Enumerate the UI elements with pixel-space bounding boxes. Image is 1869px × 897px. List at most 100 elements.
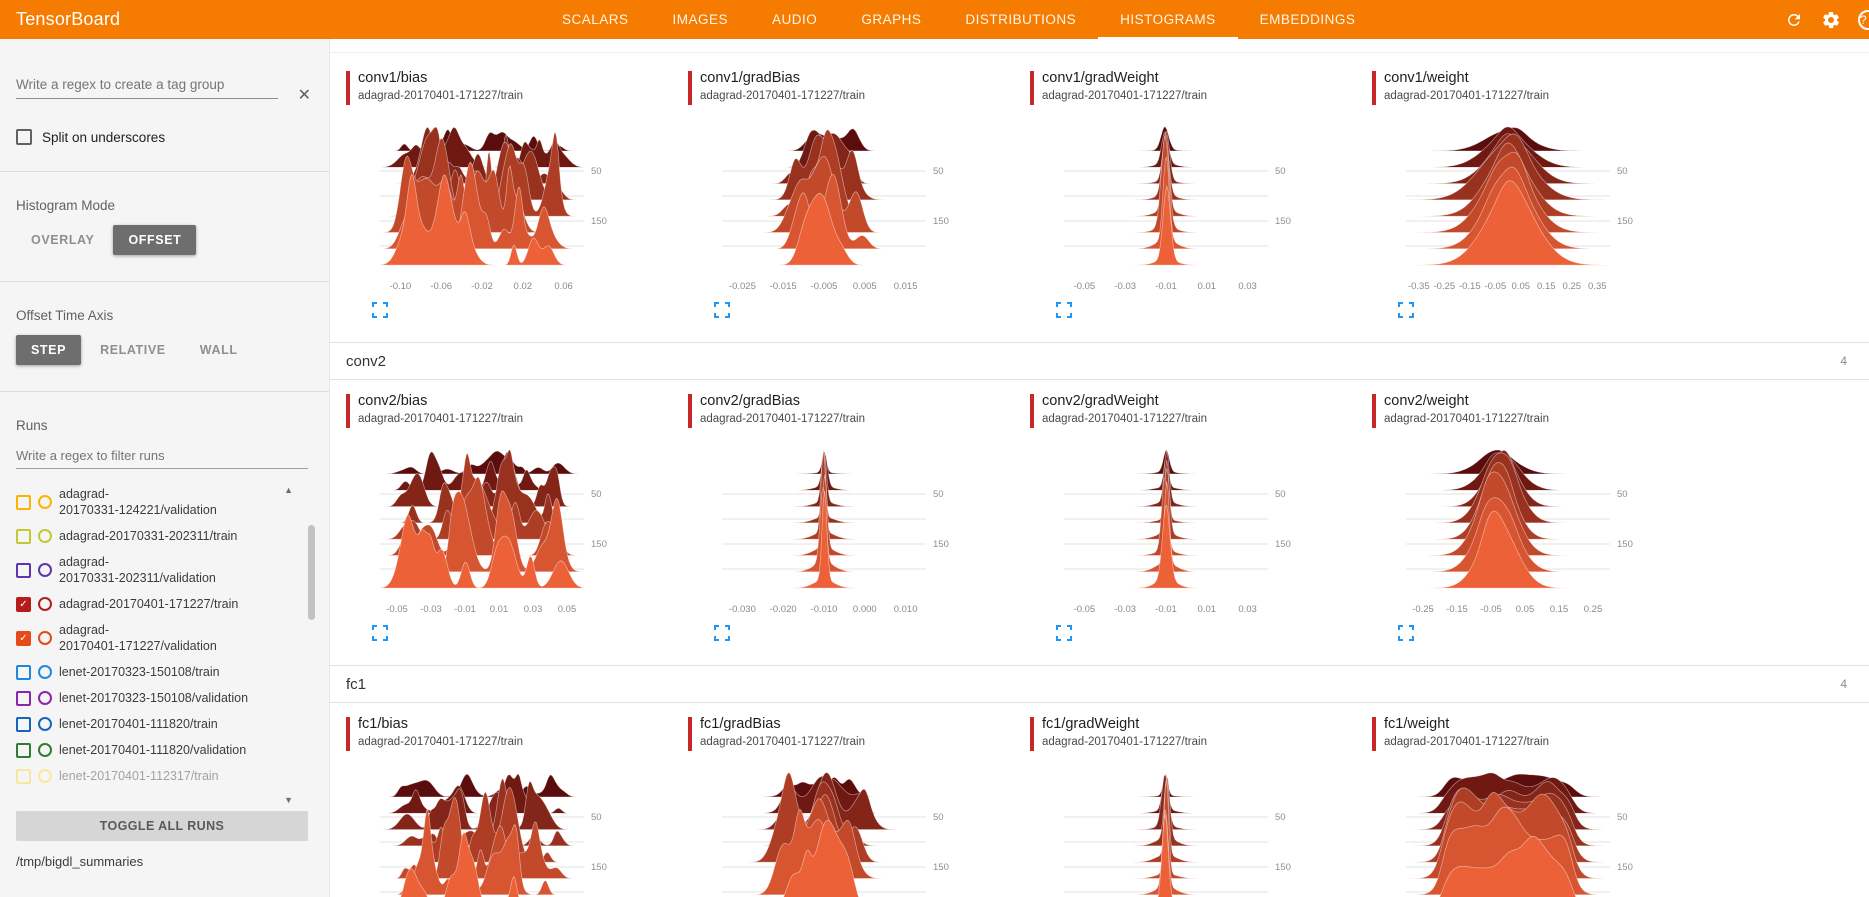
tag-group-header-fc1[interactable]: fc1 4 [330, 665, 1869, 703]
run-color-bar [1030, 394, 1034, 428]
run-item[interactable]: ✓ adagrad-20170401-171227/train [16, 591, 302, 617]
histogram-chart[interactable]: 50 150 -0.05 -0.03 -0.01 0.01 0.03 0.05 [372, 438, 632, 618]
histogram-chart[interactable]: 50 150 -0.05 -0.03 -0.01 0.01 0.03 [1056, 115, 1316, 295]
svg-text:150: 150 [1275, 216, 1291, 227]
app-title: TensorBoard [16, 9, 121, 29]
wall-axis-button[interactable]: WALL [185, 335, 253, 365]
split-underscores-row[interactable]: Split on underscores [16, 129, 313, 145]
run-color-swatch-icon [38, 529, 52, 543]
run-color-swatch-icon [38, 691, 52, 705]
offset-mode-button[interactable]: OFFSET [113, 225, 197, 255]
card-row-fc1: fc1/bias adagrad-20170401-171227/train 50 1… [330, 715, 1869, 897]
svg-text:-0.015: -0.015 [770, 281, 797, 292]
svg-text:0.15: 0.15 [1550, 604, 1569, 615]
run-checkbox[interactable] [16, 664, 31, 680]
help-icon[interactable]: ? [1858, 10, 1869, 30]
run-item[interactable]: adagrad-20170331-202311/train [16, 523, 302, 549]
run-checkbox[interactable] [16, 690, 31, 706]
tag-filter-input[interactable] [16, 73, 278, 99]
expand-icon[interactable] [1056, 625, 1074, 643]
chart-tag-title: conv1/weight [1384, 70, 1469, 86]
chart-tag-title: conv2/gradBias [700, 393, 800, 409]
run-item[interactable]: lenet-20170401-111820/validation [16, 737, 302, 763]
histogram-chart[interactable]: 50 150 [1398, 761, 1658, 897]
histogram-chart[interactable]: 50 150 -0.030 -0.020 -0.010 0.000 0.010 [714, 438, 974, 618]
run-checkbox[interactable]: ✓ [16, 596, 31, 612]
run-checkbox[interactable] [16, 742, 31, 758]
histogram-chart[interactable]: 50 150 -0.35 -0.25 -0.15 -0.05 0.05 0.15 0.25 0.3… [1398, 115, 1658, 295]
run-item[interactable]: adagrad- 20170331-202311/validation [16, 549, 302, 591]
runs-filter-input[interactable] [16, 445, 308, 469]
run-item[interactable]: lenet-20170323-150108/validation [16, 685, 302, 711]
scroll-down-icon[interactable]: ▼ [284, 795, 293, 805]
expand-icon[interactable] [714, 625, 732, 643]
split-underscores-checkbox[interactable] [16, 129, 32, 145]
svg-text:-0.025: -0.025 [729, 281, 756, 292]
run-color-bar [1372, 717, 1376, 751]
histogram-chart[interactable]: 50 150 -0.10 -0.06 -0.02 0.02 0.06 [372, 115, 632, 295]
expand-icon[interactable] [372, 302, 390, 320]
svg-text:-0.05: -0.05 [386, 604, 408, 615]
histogram-card: conv1/weight adagrad-20170401-171227/trai… [1372, 69, 1714, 320]
tab-graphs[interactable]: GRAPHS [861, 12, 922, 27]
chart-run-subtitle: adagrad-20170401-171227/train [1042, 90, 1207, 103]
tab-distributions[interactable]: DISTRIBUTIONS [965, 12, 1077, 27]
histogram-chart[interactable]: 50 150 -0.25 -0.15 -0.05 0.05 0.15 0.25 [1398, 438, 1658, 618]
run-item[interactable]: lenet-20170401-112317/train [16, 763, 302, 789]
run-item[interactable]: adagrad- 20170331-124221/validation [16, 481, 302, 523]
expand-icon[interactable] [1398, 625, 1416, 643]
histogram-chart[interactable]: 50 150 [1056, 761, 1316, 897]
step-axis-button[interactable]: STEP [16, 335, 82, 365]
card-row-conv2: conv2/bias adagrad-20170401-171227/train 5… [330, 392, 1869, 643]
chart-run-subtitle: adagrad-20170401-171227/train [358, 413, 523, 426]
histogram-mode-label: Histogram Mode [16, 198, 116, 213]
run-item[interactable]: lenet-20170323-150108/train [16, 659, 302, 685]
overlay-mode-button[interactable]: OVERLAY [16, 225, 109, 255]
run-checkbox[interactable] [16, 562, 31, 578]
run-item[interactable]: lenet-20170401-111820/train [16, 711, 302, 737]
run-color-bar [1030, 717, 1034, 751]
tab-embeddings[interactable]: EMBEDDINGS [1259, 12, 1356, 27]
svg-text:-0.05: -0.05 [1484, 281, 1506, 292]
svg-text:-0.05: -0.05 [1074, 604, 1096, 615]
run-item[interactable]: ✓ adagrad- 20170401-171227/validation [16, 617, 302, 659]
svg-text:-0.03: -0.03 [1114, 604, 1136, 615]
run-checkbox[interactable] [16, 494, 31, 510]
run-checkbox[interactable]: ✓ [16, 630, 31, 646]
chart-tag-title: fc1/gradBias [700, 716, 781, 732]
expand-icon[interactable] [714, 302, 732, 320]
tab-scalars[interactable]: SCALARS [562, 12, 629, 27]
tab-audio[interactable]: AUDIO [772, 12, 818, 27]
expand-icon[interactable] [1056, 302, 1074, 320]
toggle-all-runs-button[interactable]: TOGGLE ALL RUNS [16, 811, 308, 841]
run-checkbox[interactable] [16, 528, 31, 544]
chart-tag-title: conv1/bias [358, 70, 428, 86]
run-color-swatch-icon [38, 769, 52, 783]
relative-axis-button[interactable]: RELATIVE [85, 335, 181, 365]
expand-icon[interactable] [372, 625, 390, 643]
expand-icon[interactable] [1398, 302, 1416, 320]
refresh-icon[interactable] [1785, 0, 1803, 39]
run-checkbox[interactable] [16, 768, 31, 784]
run-checkbox[interactable] [16, 716, 31, 732]
svg-text:-0.10: -0.10 [390, 281, 412, 292]
tab-histograms[interactable]: HISTOGRAMS [1098, 0, 1238, 39]
histogram-chart[interactable]: 50 150 -0.025 -0.015 -0.005 0.005 0.015 [714, 115, 974, 295]
histogram-chart[interactable]: 50 150 [372, 761, 632, 897]
run-list-scrollbar[interactable] [308, 525, 315, 620]
run-label: adagrad- 20170331-202311/validation [59, 555, 216, 585]
close-icon[interactable]: ✕ [297, 87, 311, 104]
run-color-swatch-icon [38, 743, 52, 757]
sidebar: ✕ Split on underscores Histogram Mode OV… [0, 39, 330, 897]
histogram-chart[interactable]: 50 150 -0.05 -0.03 -0.01 0.01 0.03 [1056, 438, 1316, 618]
svg-text:0.15: 0.15 [1537, 281, 1556, 292]
svg-text:-0.06: -0.06 [430, 281, 452, 292]
run-list: ▲ ▼ adagrad- 20170331-124221/validation ad… [0, 481, 329, 811]
tab-images[interactable]: IMAGES [672, 12, 729, 27]
settings-gear-icon[interactable] [1821, 0, 1841, 39]
scroll-up-icon[interactable]: ▲ [284, 485, 293, 495]
run-color-bar [1372, 394, 1376, 428]
svg-text:50: 50 [1275, 812, 1286, 823]
histogram-chart[interactable]: 50 150 [714, 761, 974, 897]
tag-group-header-conv2[interactable]: conv2 4 [330, 342, 1869, 380]
